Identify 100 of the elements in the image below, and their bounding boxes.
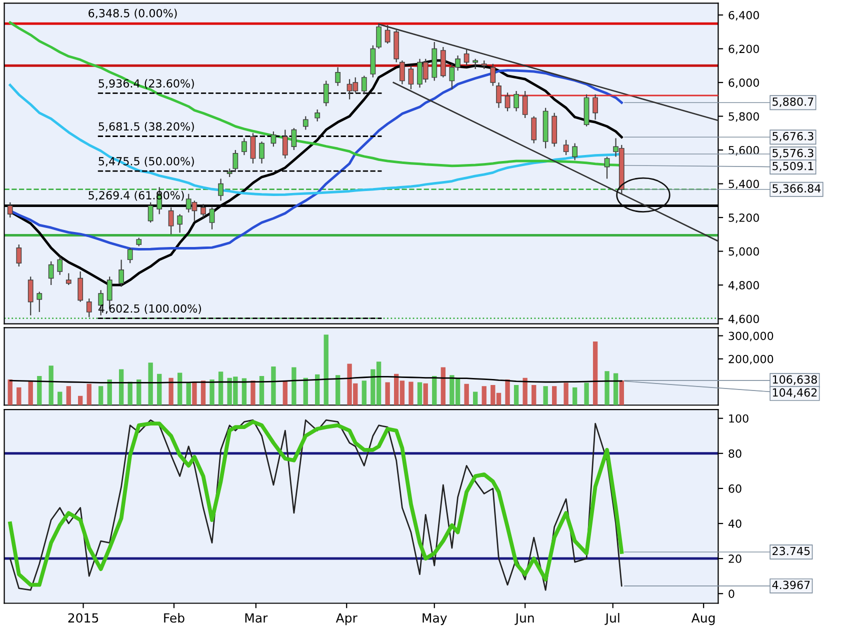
- x-tick-label: Aug: [691, 613, 715, 626]
- annotation: 5,880.7: [772, 97, 814, 107]
- candlestick: [218, 178, 224, 202]
- candlestick: [48, 260, 54, 286]
- annotation: 4.3967: [772, 580, 810, 590]
- candlestick: [323, 80, 329, 107]
- bar: [210, 379, 214, 406]
- candlestick: [490, 63, 496, 86]
- candlestick: [314, 108, 320, 122]
- series-label: 5,681.5 (38.20%): [98, 122, 194, 132]
- bar: [315, 374, 320, 406]
- bar: [58, 392, 62, 406]
- bar: [168, 378, 174, 406]
- bar: [136, 379, 142, 406]
- candlestick: [531, 116, 537, 144]
- y-tick-label: 5,400: [728, 180, 759, 190]
- candlestick: [127, 247, 133, 264]
- y-tick-label: 0: [728, 590, 734, 598]
- candlestick: [400, 60, 405, 85]
- bar: [200, 380, 206, 406]
- y-tick-label: 6,400: [728, 10, 759, 20]
- candlestick: [86, 298, 92, 318]
- bar: [619, 380, 624, 406]
- bar: [128, 382, 132, 406]
- bar: [514, 385, 519, 406]
- y-tick-label: 5,600: [728, 146, 759, 156]
- y-tick-label: 20: [728, 554, 742, 563]
- x-tick-label: Mar: [245, 613, 268, 623]
- y-tick-label: 80: [728, 449, 742, 458]
- bar: [408, 382, 414, 406]
- bar: [505, 379, 510, 406]
- line-series: [9, 376, 622, 384]
- x-tick-label: 2015: [68, 613, 98, 623]
- bar: [78, 396, 83, 406]
- bar: [282, 380, 288, 406]
- annotation: 5,576.3: [772, 148, 814, 158]
- candlestick: [384, 24, 390, 44]
- candlestick: [563, 139, 569, 156]
- bar: [98, 386, 104, 406]
- y-tick-label: 4,600: [728, 314, 759, 324]
- bar: [362, 380, 367, 406]
- bar: [324, 334, 328, 406]
- bar: [8, 379, 12, 406]
- candlestick: [16, 244, 22, 268]
- y-tick-label: 6,000: [728, 78, 759, 88]
- candlestick: [282, 129, 288, 160]
- y-tick-label: 40: [728, 519, 742, 528]
- x-tick-label: Apr: [336, 613, 358, 626]
- candlestick: [464, 48, 470, 66]
- candlestick: [118, 259, 124, 288]
- bar: [440, 367, 446, 406]
- bar: [335, 375, 340, 406]
- bar: [543, 386, 548, 406]
- candlestick: [514, 90, 519, 112]
- bar: [28, 380, 33, 406]
- candlestick: [592, 94, 598, 120]
- x-tick-label: Jul: [604, 612, 620, 625]
- bar: [186, 382, 191, 406]
- candlestick: [66, 272, 72, 286]
- bar: [148, 362, 153, 406]
- bar: [218, 372, 224, 406]
- bar: [564, 382, 568, 406]
- candlestick: [168, 206, 174, 235]
- candlestick: [232, 149, 238, 173]
- ref-line-label: 6,348.5 (0.00%): [88, 8, 177, 19]
- bar: [464, 384, 469, 406]
- candlestick: [522, 90, 528, 118]
- y-tick-label: 5,000: [728, 247, 759, 257]
- bar: [192, 382, 197, 406]
- candlestick: [148, 202, 154, 224]
- x-tick-label: Jun: [514, 613, 534, 625]
- y-tick-label: 5,200: [728, 213, 759, 224]
- y-tick-label: 60: [728, 484, 742, 493]
- y-tick-label: 100: [729, 414, 748, 423]
- annotation: 5,676.3: [772, 132, 814, 142]
- bar: [86, 384, 92, 406]
- bar: [259, 376, 264, 406]
- bar: [303, 378, 308, 406]
- bar: [532, 385, 536, 406]
- bar: [271, 366, 276, 406]
- bar: [66, 386, 71, 406]
- candlestick: [57, 256, 63, 276]
- bar: [417, 382, 422, 406]
- y-tick-label: 300,000: [728, 332, 774, 342]
- candlestick: [496, 82, 502, 108]
- bar: [292, 367, 296, 406]
- annotation: 104,462: [772, 388, 817, 398]
- bar: [522, 378, 528, 406]
- candlestick: [291, 128, 297, 151]
- candlestick: [28, 276, 34, 316]
- bar: [385, 382, 390, 406]
- bar: [16, 387, 22, 406]
- bar: [592, 342, 598, 406]
- annotation: 5,509.1: [772, 162, 814, 172]
- bar: [250, 380, 256, 406]
- bar: [473, 392, 478, 406]
- candlestick: [177, 214, 183, 234]
- annotation: 5,366.84: [772, 184, 821, 194]
- candlestick: [361, 75, 367, 95]
- bar: [423, 383, 428, 406]
